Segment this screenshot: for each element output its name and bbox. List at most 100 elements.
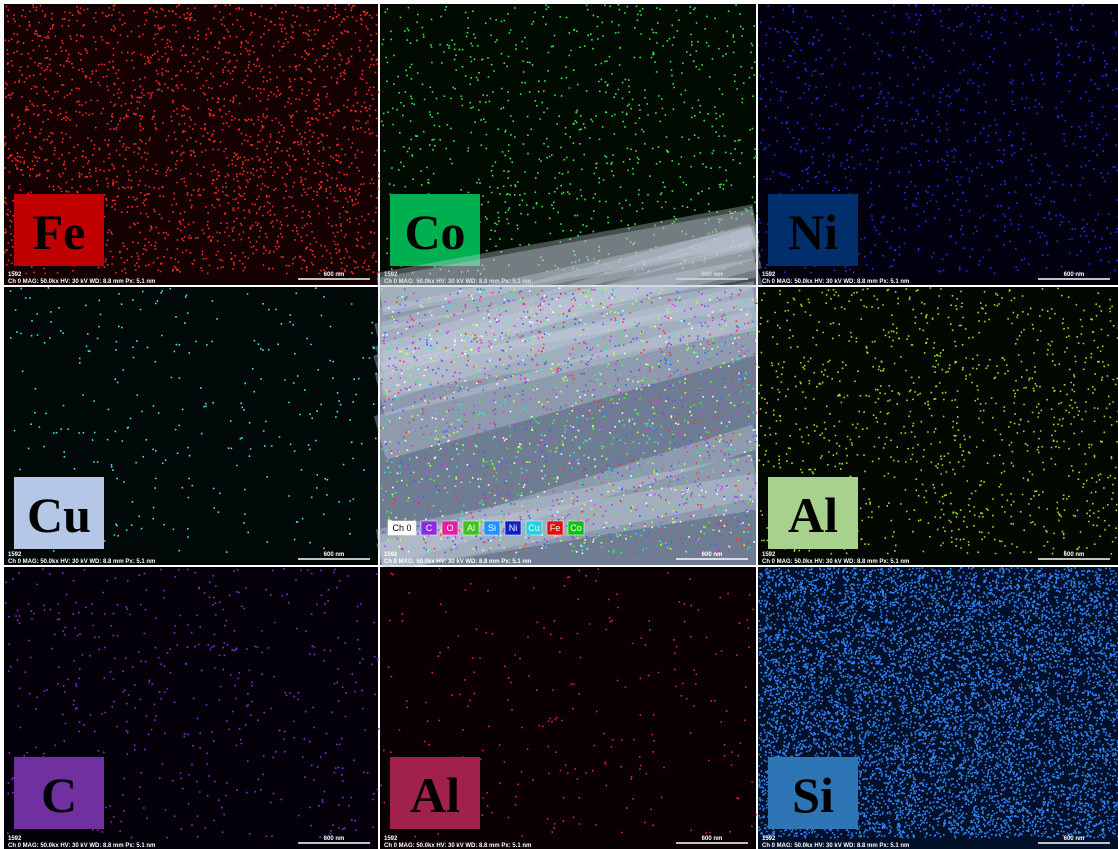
dot [729,444,731,446]
dot [679,465,681,467]
dot [664,414,666,416]
dot [649,438,651,440]
dot [717,416,719,418]
dot [487,496,489,498]
dot [482,288,484,290]
dot [601,494,603,496]
dot [465,348,467,350]
dot [662,412,664,414]
dot [697,485,699,487]
dot [402,296,404,298]
dot [517,355,519,357]
dot [652,407,654,409]
dot [728,345,730,347]
dot [422,413,424,415]
dot [408,431,410,433]
legend-label: C [426,523,433,533]
dot [534,461,536,463]
dot [433,360,435,362]
dot [474,549,476,551]
dot [651,302,653,304]
dot [659,297,661,299]
dot [497,372,499,374]
dot [676,517,678,519]
dot [700,402,702,404]
dot [707,341,709,343]
dot [454,339,456,341]
dot [498,544,500,546]
dot [394,337,396,339]
dot [438,507,440,509]
dot [605,411,607,413]
dot [483,461,485,463]
dot [508,365,510,367]
dot [421,345,423,347]
dot [590,292,592,294]
dot [541,439,543,441]
dot [444,487,446,489]
dot [728,365,730,367]
dot [713,450,715,452]
dot [660,324,662,326]
dot [718,524,720,526]
dot [521,468,523,470]
dot [736,305,738,307]
dot [649,367,651,369]
dot [632,460,634,462]
dot [665,543,667,545]
dot [501,337,503,339]
dot [614,296,616,298]
dot [729,547,731,549]
dot [669,369,671,371]
dot [540,304,542,306]
dot [572,306,574,308]
dot [601,313,603,315]
dot [468,357,470,359]
dot [549,510,551,512]
dot [408,497,410,499]
dot [569,462,571,464]
dot [592,418,594,420]
dot [546,446,548,448]
dot [724,292,726,294]
dot [544,491,546,493]
dot [715,411,717,413]
dot [546,460,548,462]
dot [559,382,561,384]
dot [646,341,648,343]
dot [700,343,702,345]
dot [583,391,585,393]
dot [634,376,636,378]
dot [465,304,467,306]
dot [555,451,557,453]
dot [500,521,502,523]
dot [611,406,613,408]
dot [392,316,394,318]
dot [520,298,522,300]
dot [679,504,681,506]
dot [403,361,405,363]
dot [730,440,732,442]
dot [573,500,575,502]
dot [493,537,495,539]
dot [503,514,505,516]
dot [462,444,464,446]
dot [672,436,674,438]
dot [480,289,482,291]
dot [387,460,389,462]
dot [748,473,750,475]
dot [421,419,423,421]
dot [531,427,533,429]
dot [390,378,392,380]
dot [512,550,514,552]
dot [569,455,571,457]
dot [572,410,574,412]
dot [406,484,408,486]
dot [528,547,530,549]
dot [632,490,634,492]
dot [398,312,400,314]
dot [638,381,640,383]
dot [572,426,574,428]
dot [657,516,659,518]
dot [737,512,739,514]
